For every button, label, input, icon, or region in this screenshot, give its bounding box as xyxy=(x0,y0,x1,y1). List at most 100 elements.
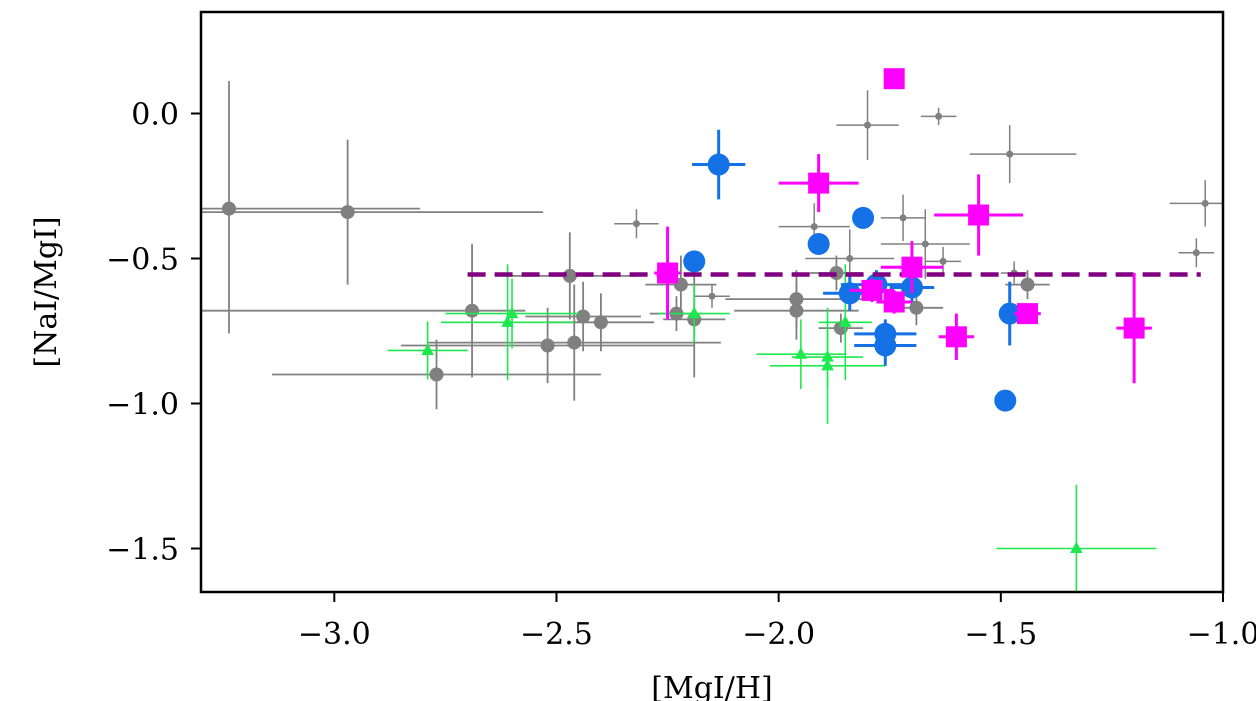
square-marker xyxy=(945,326,967,348)
data-point xyxy=(969,125,1077,184)
x-axis: −3.0 −2.5 −2.0 −1.5 −1.0 xyxy=(298,592,1256,652)
data-point xyxy=(934,174,1024,256)
x-axis-label: [MgI/H] xyxy=(651,671,772,701)
data-point xyxy=(880,241,944,294)
data-point xyxy=(938,313,975,360)
circle-marker xyxy=(429,367,444,382)
circle-marker xyxy=(852,206,875,229)
circle-marker xyxy=(540,338,555,353)
data-point xyxy=(272,339,601,410)
circle-marker xyxy=(1020,277,1035,292)
circle-marker xyxy=(838,282,861,305)
x-tick-label: −1.5 xyxy=(964,617,1037,652)
circle-marker xyxy=(708,292,716,300)
data-point xyxy=(818,313,864,343)
data-point xyxy=(1178,238,1215,268)
circle-marker xyxy=(807,233,830,255)
y-axis: 0.0 −0.5 −1.0 −1.5 xyxy=(106,98,201,568)
y-tick-label: −1.0 xyxy=(106,388,179,423)
data-point xyxy=(883,68,905,90)
circle-marker xyxy=(465,303,480,318)
data-point xyxy=(387,321,468,380)
circle-marker xyxy=(1201,199,1209,207)
data-point xyxy=(852,206,875,229)
data-point xyxy=(683,250,706,273)
data-point xyxy=(658,284,730,343)
data-point xyxy=(807,233,830,255)
square-marker xyxy=(901,256,923,278)
y-tick-label: −1.5 xyxy=(106,533,179,568)
circle-marker xyxy=(221,201,236,216)
data-point xyxy=(645,255,717,314)
triangle-marker xyxy=(421,343,434,355)
triangle-marker xyxy=(505,306,519,319)
data-point xyxy=(547,293,655,352)
circle-marker xyxy=(340,205,355,220)
data-point xyxy=(692,129,746,200)
y-axis-label: [NaI/MgI] xyxy=(29,216,64,367)
plot-area xyxy=(201,68,1223,592)
data-point xyxy=(876,290,912,314)
x-tick-label: −2.0 xyxy=(742,617,815,652)
data-point xyxy=(1169,180,1223,227)
series-blue-circles xyxy=(683,129,1021,412)
data-point xyxy=(614,209,659,239)
square-marker xyxy=(808,172,830,194)
data-point xyxy=(854,325,917,366)
data-point xyxy=(836,90,899,160)
circle-marker xyxy=(789,303,804,318)
data-point xyxy=(525,281,641,352)
data-point xyxy=(1014,303,1041,325)
square-marker xyxy=(968,204,990,226)
x-tick-label: −3.0 xyxy=(298,617,371,652)
circle-marker xyxy=(939,257,947,265)
square-marker xyxy=(883,291,905,313)
circle-marker xyxy=(899,214,907,222)
circle-marker xyxy=(1006,150,1014,158)
data-point xyxy=(778,154,859,213)
square-marker xyxy=(861,279,883,301)
circle-marker xyxy=(846,255,854,262)
triangle-marker xyxy=(1070,541,1083,554)
square-marker xyxy=(1123,317,1145,339)
circle-marker xyxy=(810,223,818,231)
data-point xyxy=(201,244,526,378)
data-point xyxy=(880,194,926,242)
series-green-triangles xyxy=(387,264,1157,592)
square-marker xyxy=(1016,303,1038,325)
axes-frame xyxy=(199,10,1225,594)
data-point xyxy=(998,281,1021,346)
circle-marker xyxy=(593,315,608,330)
circle-marker xyxy=(683,250,706,273)
data-point xyxy=(1005,270,1050,300)
data-point xyxy=(427,284,721,401)
square-marker xyxy=(883,68,905,90)
square-marker xyxy=(657,262,679,284)
circle-marker xyxy=(998,302,1021,325)
circle-marker xyxy=(994,389,1017,412)
circle-marker xyxy=(935,112,943,120)
x-tick-label: −1.0 xyxy=(1187,617,1256,652)
data-point xyxy=(756,319,846,389)
circle-marker xyxy=(1192,249,1200,257)
series-magenta-squares xyxy=(654,68,1152,384)
data-point xyxy=(734,281,859,340)
data-point xyxy=(400,307,695,384)
triangle-marker xyxy=(821,358,834,371)
triangle-marker xyxy=(839,315,852,327)
data-point xyxy=(769,307,886,424)
data-point xyxy=(440,264,575,381)
data-point xyxy=(994,389,1017,412)
data-point xyxy=(849,278,895,302)
data-point xyxy=(1116,273,1152,384)
data-point xyxy=(654,226,681,320)
circle-marker xyxy=(576,309,591,324)
data-point xyxy=(694,284,730,308)
data-point xyxy=(445,278,579,349)
circle-marker xyxy=(909,300,924,315)
circle-marker xyxy=(707,153,730,176)
data-point xyxy=(925,246,961,276)
y-tick-label: 0.0 xyxy=(131,98,179,133)
y-tick-label: −0.5 xyxy=(106,243,179,278)
